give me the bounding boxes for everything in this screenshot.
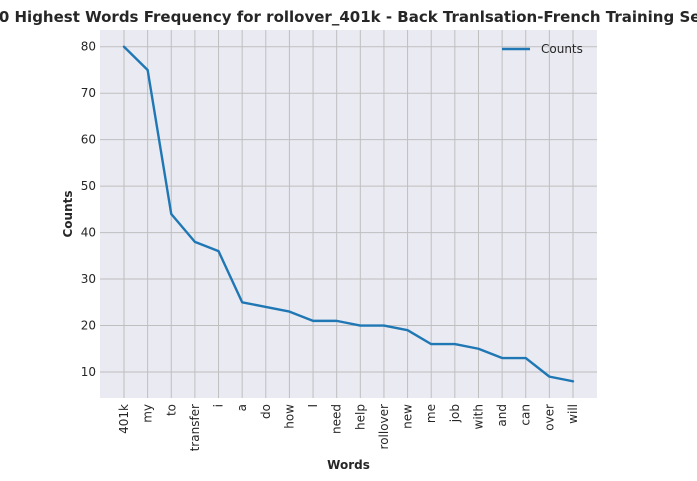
x-tick-label: need xyxy=(330,404,344,434)
x-tick-label: do xyxy=(259,404,273,419)
y-tick-label: 60 xyxy=(81,133,96,147)
y-tick-label: 10 xyxy=(81,365,96,379)
x-tick-label: me xyxy=(424,404,438,423)
x-tick-label: to xyxy=(164,404,178,416)
x-tick-label: will xyxy=(566,404,580,424)
y-axis-ticks: 10 20 30 40 50 60 70 80 xyxy=(81,40,96,379)
x-tick-label: 401k xyxy=(117,404,131,434)
x-tick-label: my xyxy=(141,404,155,423)
series-line xyxy=(122,45,575,383)
y-tick-label: 80 xyxy=(81,40,96,54)
x-tick-label: i xyxy=(212,404,226,407)
x-tick-label: a xyxy=(235,404,249,411)
plot-area xyxy=(100,30,597,398)
y-tick-label: 30 xyxy=(81,272,96,286)
legend: Counts xyxy=(502,42,583,56)
x-tick-label: I xyxy=(306,404,320,408)
y-tick-label: 20 xyxy=(81,319,96,333)
x-tick-label: job xyxy=(448,404,462,423)
y-tick-label: 70 xyxy=(81,86,96,100)
grid xyxy=(100,30,597,398)
chart-title: 20 Highest Words Frequency for rollover_… xyxy=(0,8,697,26)
x-tick-label: how xyxy=(282,404,296,429)
x-tick-label: help xyxy=(353,404,367,430)
series xyxy=(122,45,575,383)
x-tick-label: new xyxy=(401,404,415,429)
x-tick-label: with xyxy=(471,404,485,429)
y-tick-label: 50 xyxy=(81,179,96,193)
y-tick-label: 40 xyxy=(81,226,96,240)
legend-label: Counts xyxy=(541,42,583,56)
x-tick-label: transfer xyxy=(188,404,202,451)
y-axis-label: Counts xyxy=(61,190,75,237)
x-tick-label: can xyxy=(519,404,533,426)
x-tick-label: and xyxy=(495,404,509,427)
x-tick-label: rollover xyxy=(377,404,391,450)
plot-background xyxy=(100,30,597,398)
x-tick-label: over xyxy=(542,404,556,431)
x-axis-label: Words xyxy=(327,458,370,472)
